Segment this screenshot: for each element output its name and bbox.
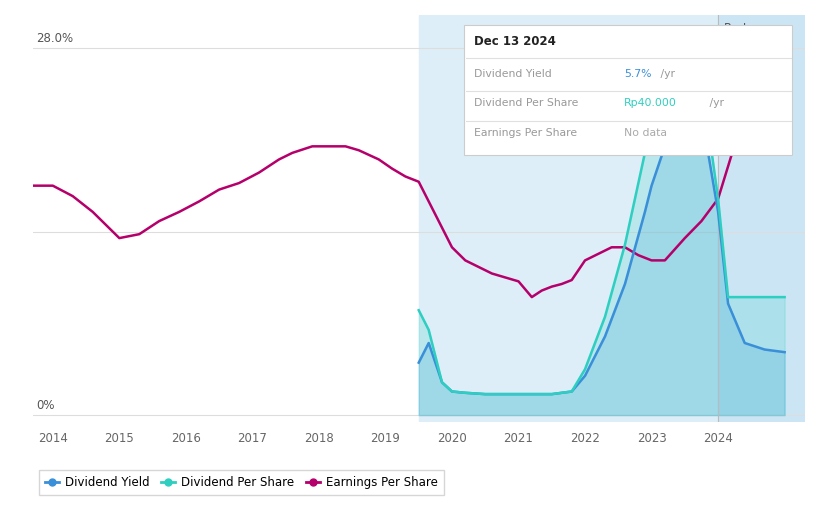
Text: Earnings Per Share: Earnings Per Share [474,128,577,138]
Bar [419,15,718,422]
Text: Dec 13 2024: Dec 13 2024 [474,35,556,48]
Text: /yr: /yr [657,69,675,79]
Text: No data: No data [624,128,667,138]
Text: 0%: 0% [36,399,55,412]
Text: /yr: /yr [706,98,724,108]
Text: Dividend Yield: Dividend Yield [474,69,552,79]
Text: Rp40.000: Rp40.000 [624,98,677,108]
Text: Past: Past [723,22,748,35]
Text: 5.7%: 5.7% [624,69,651,79]
Text: Dividend Per Share: Dividend Per Share [474,98,578,108]
Legend: Dividend Yield, Dividend Per Share, Earnings Per Share: Dividend Yield, Dividend Per Share, Earn… [39,470,444,495]
Bar [718,15,805,422]
Text: 28.0%: 28.0% [36,33,73,45]
